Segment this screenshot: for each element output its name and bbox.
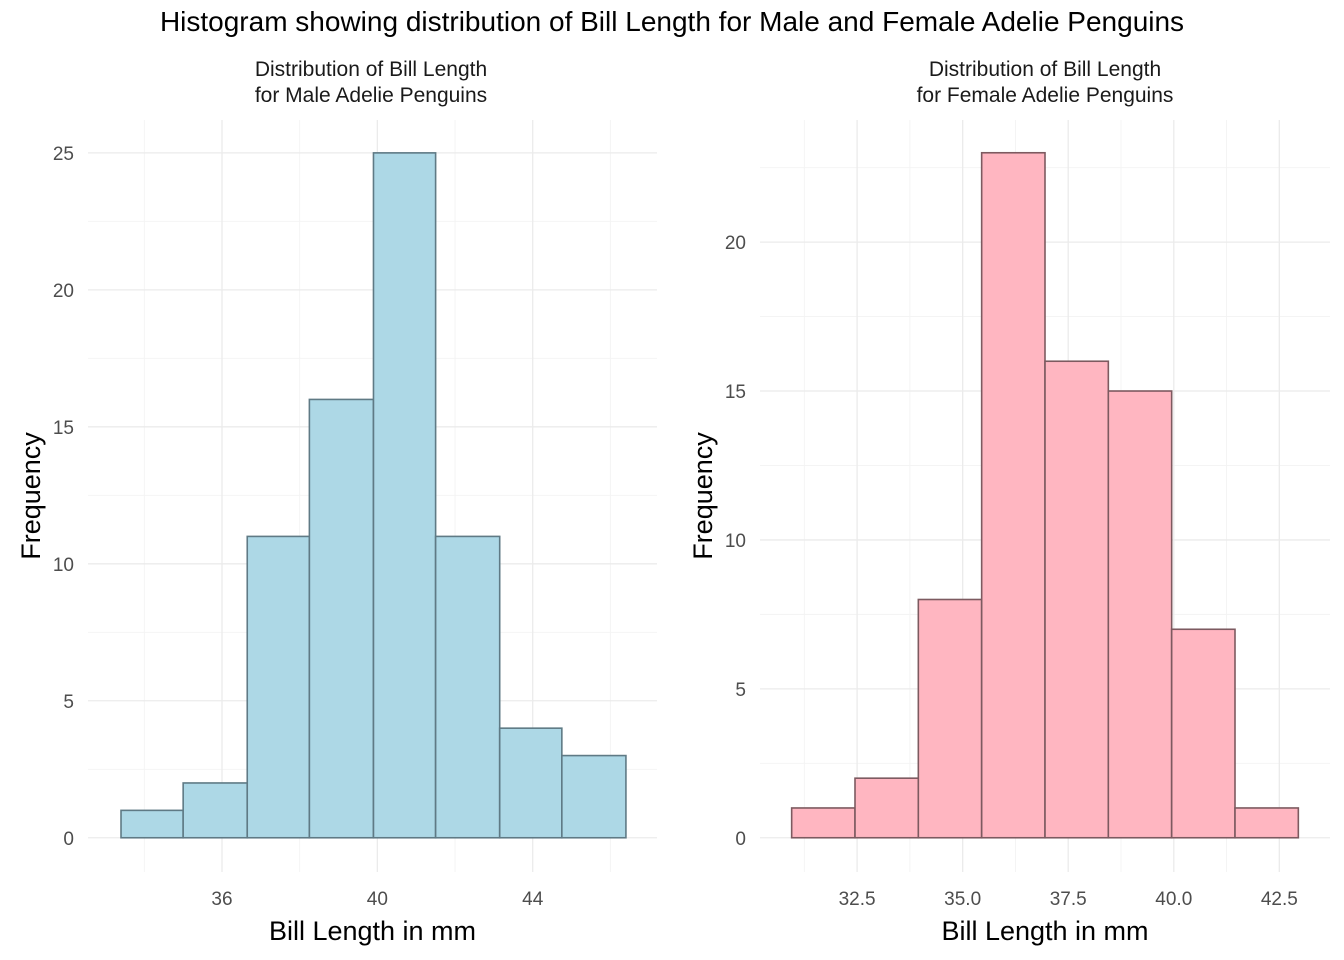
y-tick-label: 10 <box>53 555 74 576</box>
male-panel-title-line2: for Male Adelie Penguins <box>255 84 487 107</box>
y-tick-label: 25 <box>53 144 74 165</box>
y-tick-label: 15 <box>725 382 746 403</box>
y-tick-label: 20 <box>53 281 74 302</box>
y-tick-label: 20 <box>725 233 746 254</box>
histogram-bar <box>498 727 563 839</box>
x-tick-label: 36 <box>211 889 232 910</box>
histogram-bar <box>1107 390 1173 839</box>
y-axis-title: Frequency <box>16 432 46 560</box>
histogram-bar <box>372 152 437 839</box>
histogram-bar <box>246 535 311 839</box>
y-axis-title: Frequency <box>688 432 718 560</box>
histogram-bar <box>434 535 501 839</box>
female-panel-title-line2: for Female Adelie Penguins <box>917 84 1174 107</box>
histogram-bar <box>182 782 249 839</box>
x-axis-title: Bill Length in mm <box>269 916 476 946</box>
male-histogram-panel: 36 40 44 0 5 10 15 20 25 Distribution of Bill Len… <box>16 58 657 946</box>
histogram-bar <box>1234 807 1300 839</box>
x-tick-label: 42.5 <box>1261 889 1298 910</box>
male-panel-title-line1: Distribution of Bill Length <box>255 58 487 81</box>
histogram-bar <box>120 809 184 839</box>
y-tick-label: 5 <box>735 680 746 701</box>
x-tick-label: 40 <box>367 889 388 910</box>
histogram-bar <box>917 598 983 839</box>
histogram-bar <box>1170 628 1236 839</box>
x-tick-label: 32.5 <box>839 889 876 910</box>
y-tick-label: 10 <box>725 531 746 552</box>
female-panel-title-line1: Distribution of Bill Length <box>929 58 1161 81</box>
histogram-bar <box>854 777 920 839</box>
main-title: Histogram showing distribution of Bill L… <box>159 6 1185 37</box>
histogram-bar <box>980 151 1046 839</box>
x-tick-label: 40.0 <box>1155 889 1192 910</box>
y-tick-label: 15 <box>53 418 74 439</box>
x-tick-label: 35.0 <box>944 889 981 910</box>
y-tick-label: 5 <box>63 692 74 713</box>
histogram-bar <box>1044 360 1110 839</box>
x-axis-title: Bill Length in mm <box>941 916 1148 946</box>
female-histogram-panel: 32.5 35.0 37.5 40.0 42.5 0 5 10 15 20 Distribution… <box>688 58 1330 946</box>
histogram-bar <box>308 398 375 839</box>
histogram-bar <box>561 754 627 839</box>
y-tick-label: 0 <box>63 829 74 850</box>
y-tick-label: 0 <box>735 829 746 850</box>
x-tick-label: 44 <box>522 889 544 910</box>
x-tick-label: 37.5 <box>1050 889 1087 910</box>
histogram-bar <box>790 807 856 839</box>
